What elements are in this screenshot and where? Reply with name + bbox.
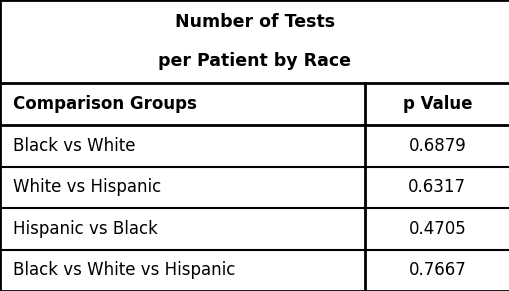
Text: Number of Tests: Number of Tests [175,13,334,31]
Text: 0.7667: 0.7667 [408,261,465,279]
Text: p Value: p Value [402,95,471,113]
Text: Black vs White: Black vs White [13,137,135,155]
Text: 0.6879: 0.6879 [408,137,465,155]
Text: Black vs White vs Hispanic: Black vs White vs Hispanic [13,261,235,279]
Text: Hispanic vs Black: Hispanic vs Black [13,220,157,238]
Text: 0.6317: 0.6317 [408,178,465,196]
Text: 0.4705: 0.4705 [408,220,465,238]
Text: White vs Hispanic: White vs Hispanic [13,178,161,196]
Text: per Patient by Race: per Patient by Race [158,52,351,70]
Text: Comparison Groups: Comparison Groups [13,95,196,113]
